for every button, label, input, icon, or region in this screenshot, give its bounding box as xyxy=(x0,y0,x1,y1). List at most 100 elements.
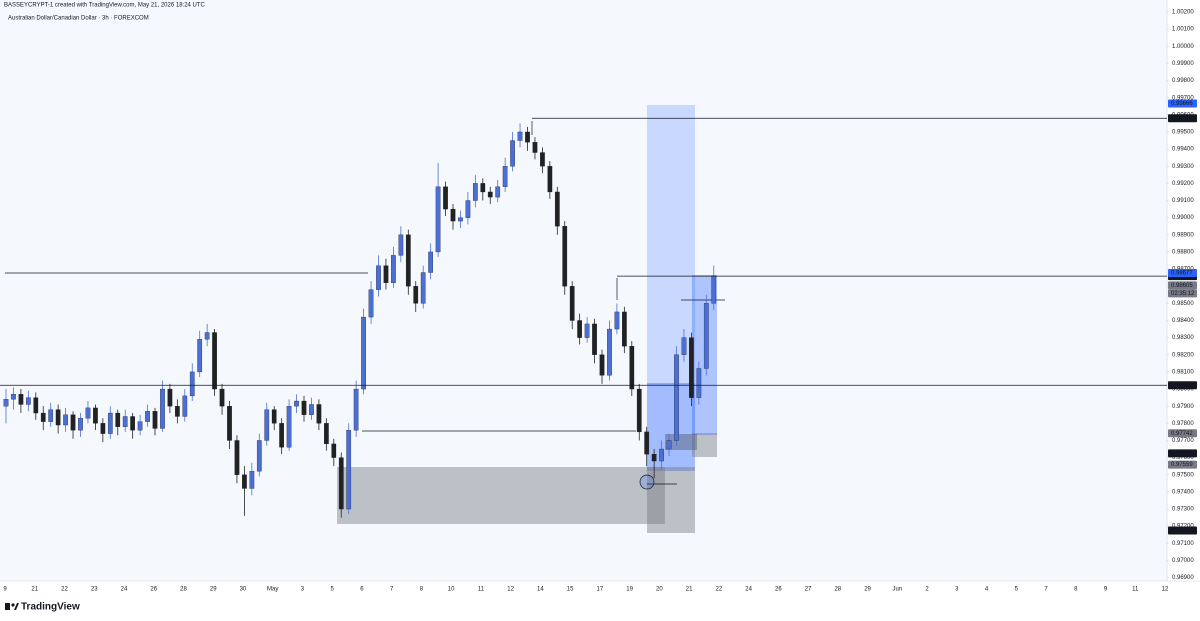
candle-body xyxy=(607,328,612,376)
y-tick-label: 0.97100 xyxy=(1172,541,1194,547)
price-label: 0.97625 xyxy=(1171,451,1193,457)
candle-body xyxy=(622,311,627,347)
candle-body xyxy=(11,394,16,400)
candle-body xyxy=(711,275,717,304)
price-label-bg xyxy=(1168,281,1197,290)
x-tick-label: 11 xyxy=(1132,587,1139,593)
price-label-bg xyxy=(1168,429,1197,438)
x-tick-label: 12 xyxy=(1162,587,1169,593)
candle-body xyxy=(93,407,98,424)
candle-body xyxy=(703,303,709,369)
y-tick-label: 0.99300 xyxy=(1172,164,1194,170)
candle-body xyxy=(599,354,605,376)
candle-body xyxy=(510,140,515,167)
candle-body xyxy=(584,323,590,338)
y-tick-label: 0.97900 xyxy=(1172,404,1194,410)
price-label: 0.97559 xyxy=(1171,462,1193,468)
candle-body xyxy=(152,411,158,429)
candle-body xyxy=(316,404,322,424)
candle-body xyxy=(286,406,292,448)
candle-body xyxy=(122,416,128,427)
candle-body xyxy=(554,191,560,227)
candle-body xyxy=(107,412,113,434)
x-tick-label: 6 xyxy=(360,587,364,593)
candle-body xyxy=(540,152,545,167)
y-tick-label: 0.97800 xyxy=(1172,421,1194,427)
x-tick-label: 10 xyxy=(448,587,455,593)
candle-body xyxy=(256,440,262,472)
candle-body xyxy=(383,265,389,283)
y-tick-label: 0.98400 xyxy=(1172,318,1194,324)
y-tick-label: 0.97700 xyxy=(1172,438,1194,444)
candle-body xyxy=(182,395,188,417)
candle-body xyxy=(376,265,381,290)
x-tick-label: 28 xyxy=(834,587,841,593)
price-label: 0.97175 xyxy=(1171,528,1193,534)
box xyxy=(665,434,697,450)
candle-body xyxy=(55,409,61,426)
candle-body xyxy=(547,166,553,193)
candle-body xyxy=(495,186,501,198)
price-label: 0.97742 xyxy=(1171,431,1193,437)
y-tick-label: 0.96900 xyxy=(1172,575,1194,581)
candle-body xyxy=(629,346,635,390)
logo: TradingView xyxy=(5,602,80,613)
box xyxy=(692,433,717,457)
candle-body xyxy=(398,234,404,256)
price-label-bg xyxy=(1168,114,1197,123)
logo-mark xyxy=(11,603,15,607)
candle-body xyxy=(614,311,620,330)
candle-body xyxy=(78,418,83,431)
candle-body xyxy=(674,354,679,441)
x-tick-label: 3 xyxy=(955,587,959,593)
box xyxy=(647,467,695,533)
candles xyxy=(3,123,717,518)
candle-body xyxy=(592,323,597,355)
candle-body xyxy=(137,421,143,431)
zone xyxy=(647,105,695,385)
candle-body xyxy=(323,423,329,445)
x-tick-label: 22 xyxy=(716,587,723,593)
candle-body xyxy=(562,226,568,287)
x-tick-label: 9 xyxy=(3,587,7,593)
drawings xyxy=(5,105,725,533)
candle-body xyxy=(212,332,217,390)
y-tick-label: 0.97000 xyxy=(1172,558,1194,564)
x-tick-label: 19 xyxy=(626,587,633,593)
candle-body xyxy=(189,371,195,397)
x-tick-label: 21 xyxy=(31,587,38,593)
x-tick-label: 21 xyxy=(686,587,693,593)
box xyxy=(337,467,665,524)
candle-body xyxy=(353,388,359,431)
candle-body xyxy=(472,183,478,201)
candle-body xyxy=(696,368,702,398)
candle-body xyxy=(219,388,225,407)
candle-body xyxy=(70,414,76,431)
x-tick-label: 29 xyxy=(210,587,217,593)
y-tick-label: 1.00100 xyxy=(1172,27,1194,33)
y-tick-label: 0.99000 xyxy=(1172,215,1194,221)
candle-body xyxy=(227,406,232,441)
y-tick-label: 0.99800 xyxy=(1172,78,1194,84)
candle-body xyxy=(681,337,687,355)
candle-body xyxy=(636,388,642,433)
candle-body xyxy=(264,409,270,441)
countdown-bg xyxy=(1168,289,1197,298)
candle-body xyxy=(197,339,203,373)
candle-body xyxy=(338,457,344,510)
candle-body xyxy=(532,142,538,153)
y-tick-label: 1.00200 xyxy=(1172,10,1194,16)
y-tick-label: 0.98100 xyxy=(1172,369,1194,375)
y-tick-label: 1.00000 xyxy=(1172,44,1194,50)
x-tick-label: 15 xyxy=(567,587,574,593)
x-tick-label: 24 xyxy=(121,587,128,593)
candle-body xyxy=(18,394,24,405)
x-tick-label: 26 xyxy=(150,587,157,593)
x-tick-label: 30 xyxy=(240,587,247,593)
candle-body xyxy=(651,454,657,462)
candle-body xyxy=(242,474,247,489)
candle-body xyxy=(85,407,91,419)
y-tick-label: 0.97500 xyxy=(1172,472,1194,478)
candle-body xyxy=(174,406,180,417)
candle-body xyxy=(346,430,352,510)
